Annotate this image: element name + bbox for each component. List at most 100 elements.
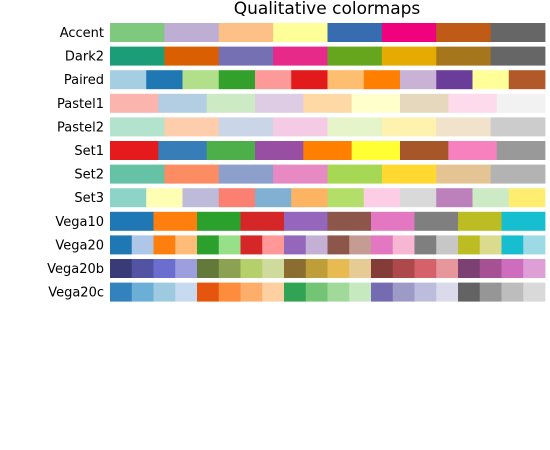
color-swatch	[480, 235, 502, 254]
color-swatch	[371, 212, 415, 231]
color-swatch	[458, 283, 480, 302]
color-swatch	[509, 188, 546, 207]
color-swatch	[393, 283, 415, 302]
color-swatch	[497, 141, 546, 160]
color-swatch	[458, 235, 480, 254]
color-swatch	[219, 70, 256, 89]
color-swatch	[306, 283, 328, 302]
colormap-row-vega20c: Vega20c	[48, 283, 545, 302]
color-swatch	[110, 212, 154, 231]
color-swatch	[436, 117, 491, 136]
color-swatch	[110, 259, 132, 278]
color-swatch	[436, 23, 491, 42]
color-swatch	[284, 235, 306, 254]
color-swatch	[364, 70, 401, 89]
color-swatch	[219, 47, 274, 66]
colormap-label: Vega20c	[48, 286, 104, 301]
color-swatch	[164, 23, 219, 42]
color-swatch	[110, 117, 165, 136]
color-swatch	[303, 94, 352, 113]
color-swatch	[273, 47, 328, 66]
color-swatch	[110, 23, 165, 42]
colormap-label: Set3	[74, 191, 104, 206]
color-swatch	[364, 188, 401, 207]
colormap-label: Accent	[60, 26, 104, 41]
colormap-row-dark2: Dark2	[65, 47, 546, 66]
color-swatch	[415, 283, 437, 302]
color-swatch	[400, 70, 437, 89]
color-swatch	[146, 70, 183, 89]
color-swatch	[436, 165, 491, 184]
colormap-row-accent: Accent	[60, 23, 546, 42]
color-swatch	[349, 235, 371, 254]
color-swatch	[502, 283, 524, 302]
color-swatch	[303, 141, 352, 160]
color-swatch	[284, 259, 306, 278]
color-swatch	[197, 235, 219, 254]
color-swatch	[262, 235, 284, 254]
color-swatch	[164, 165, 219, 184]
colormap-label: Set2	[74, 168, 104, 183]
color-swatch	[284, 283, 306, 302]
color-swatch	[175, 259, 197, 278]
color-swatch	[164, 117, 219, 136]
color-swatch	[393, 259, 415, 278]
color-swatch	[382, 117, 437, 136]
color-swatch	[352, 94, 401, 113]
color-swatch	[497, 94, 546, 113]
color-swatch	[306, 235, 328, 254]
color-swatch	[132, 235, 154, 254]
color-swatch	[154, 212, 198, 231]
color-swatch	[219, 283, 241, 302]
color-swatch	[400, 94, 449, 113]
color-swatch	[491, 23, 546, 42]
color-swatch	[371, 283, 393, 302]
color-swatch	[219, 117, 274, 136]
color-swatch	[110, 165, 165, 184]
color-swatch	[197, 283, 219, 302]
color-swatch	[291, 70, 328, 89]
color-swatch	[415, 212, 459, 231]
colormap-row-vega20: Vega20	[55, 235, 545, 254]
color-swatch	[328, 259, 350, 278]
color-swatch	[448, 141, 497, 160]
color-swatch	[154, 259, 176, 278]
color-swatch	[110, 283, 132, 302]
color-swatch	[291, 188, 328, 207]
color-swatch	[382, 165, 437, 184]
colormap-row-set3: Set3	[74, 188, 545, 207]
color-swatch	[241, 259, 263, 278]
color-swatch	[523, 259, 545, 278]
color-swatch	[509, 70, 546, 89]
color-swatch	[154, 283, 176, 302]
colormap-rows: Accent Dark2 Paired Pastel1 Pastel2 Set1 Set2 S…	[47, 23, 545, 302]
color-swatch	[491, 47, 546, 66]
color-swatch	[164, 47, 219, 66]
color-swatch	[219, 188, 256, 207]
color-swatch	[436, 47, 491, 66]
color-swatch	[349, 283, 371, 302]
colormap-row-vega10: Vega10	[55, 212, 545, 231]
color-swatch	[328, 212, 372, 231]
color-swatch	[393, 235, 415, 254]
color-swatch	[349, 259, 371, 278]
colormap-label: Paired	[64, 73, 104, 88]
color-swatch	[255, 70, 292, 89]
color-swatch	[491, 117, 546, 136]
color-swatch	[436, 235, 458, 254]
color-swatch	[328, 235, 350, 254]
color-swatch	[110, 94, 159, 113]
color-swatch	[371, 235, 393, 254]
color-swatch	[480, 283, 502, 302]
color-swatch	[241, 212, 285, 231]
color-swatch	[197, 259, 219, 278]
color-swatch	[523, 235, 545, 254]
colormap-row-set1: Set1	[74, 141, 545, 160]
color-swatch	[273, 23, 328, 42]
color-swatch	[219, 235, 241, 254]
color-swatch	[175, 235, 197, 254]
color-swatch	[436, 70, 473, 89]
color-swatch	[197, 212, 241, 231]
color-swatch	[255, 94, 304, 113]
